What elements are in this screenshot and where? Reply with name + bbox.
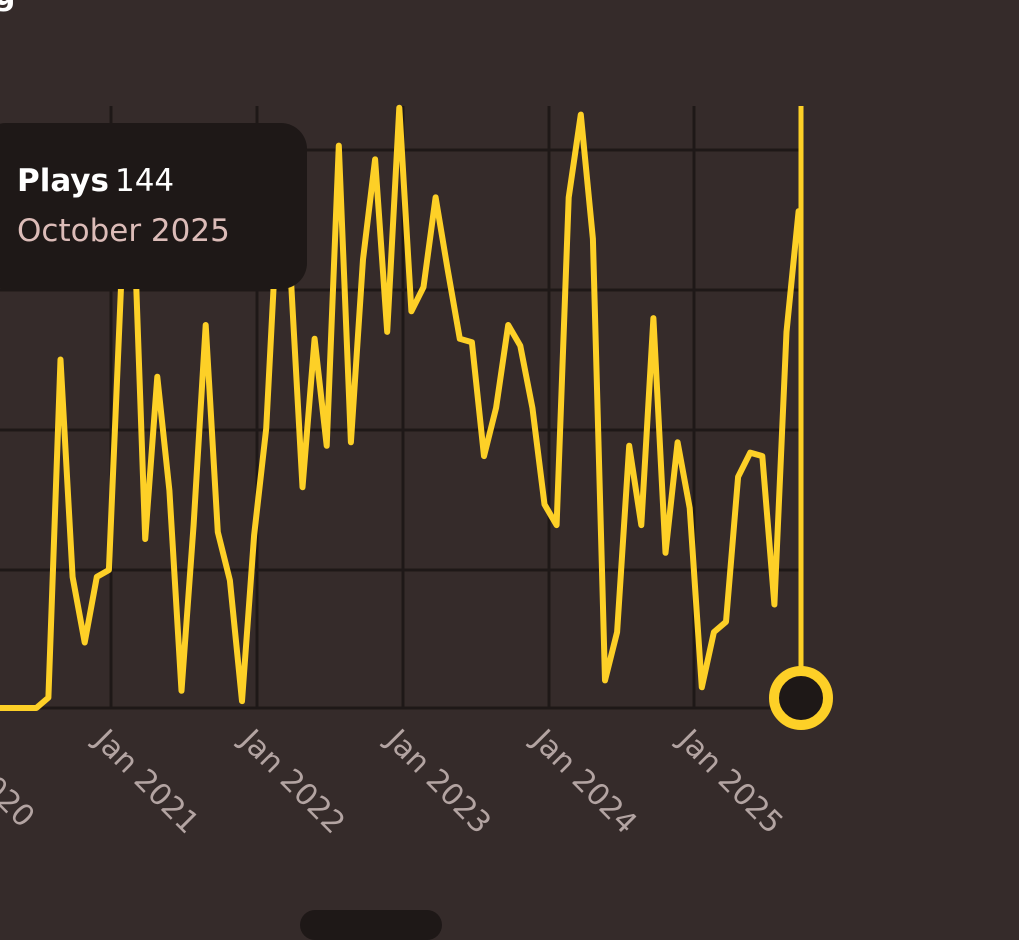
chart-title-fragment: g bbox=[0, 0, 15, 13]
x-tick-label: 2020 bbox=[0, 756, 41, 835]
x-axis-ticks: 2020 Jan 2021 Jan 2022 Jan 2023 Jan 2024 Jan … bbox=[0, 721, 790, 841]
plays-line-chart: 2020 Jan 2021 Jan 2022 Jan 2023 Jan 2024 Jan … bbox=[0, 104, 833, 841]
tooltip-metric-label: Plays bbox=[17, 163, 109, 199]
tooltip-value-row: Plays 144 bbox=[17, 161, 307, 201]
hover-point-marker bbox=[769, 666, 833, 730]
x-tick-label: Jan 2024 bbox=[524, 721, 644, 841]
x-tick-label: Jan 2025 bbox=[670, 721, 790, 841]
x-tick-label: Jan 2023 bbox=[378, 721, 498, 841]
hover-tooltip: Plays 144 October 2025 bbox=[0, 123, 307, 289]
tooltip-period: October 2025 bbox=[17, 213, 230, 249]
tooltip-metric-value: 144 bbox=[114, 163, 175, 199]
x-tick-label: Jan 2022 bbox=[232, 721, 352, 841]
x-tick-label: Jan 2021 bbox=[86, 721, 206, 841]
bottom-pill bbox=[300, 910, 442, 940]
